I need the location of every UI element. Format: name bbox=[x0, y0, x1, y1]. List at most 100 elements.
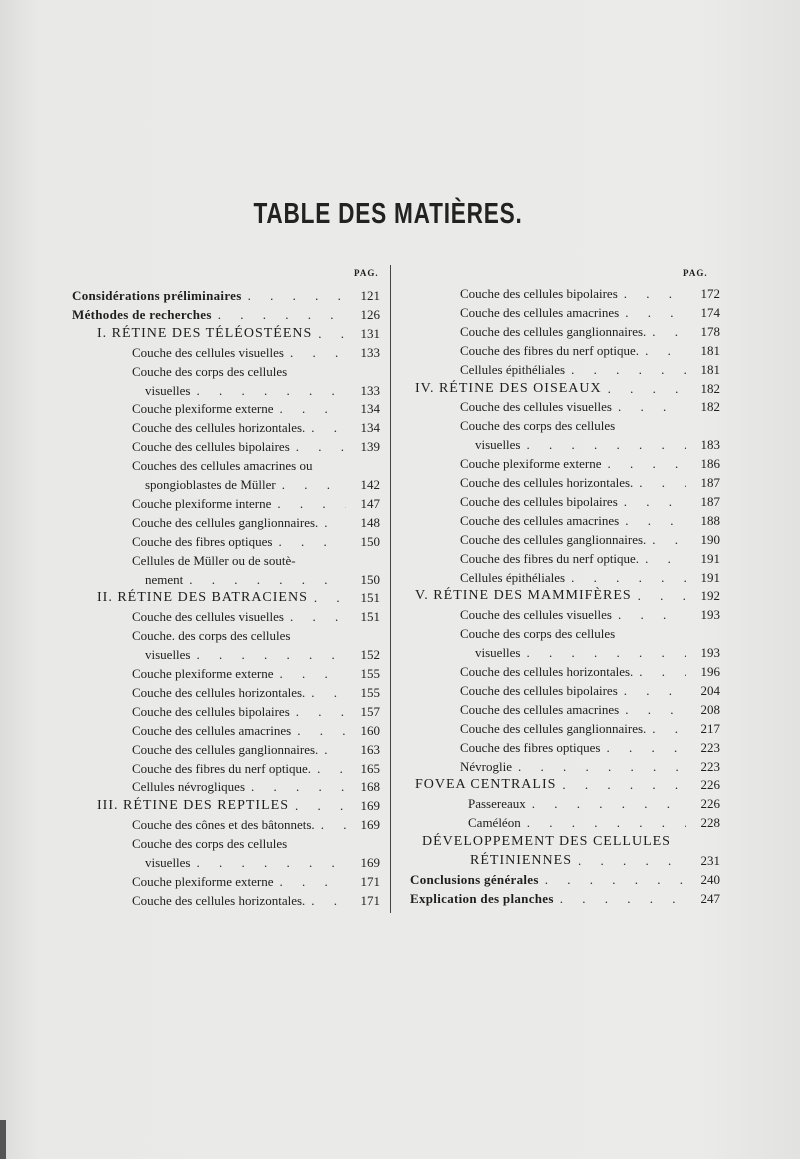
toc-entry-page: 190 bbox=[700, 531, 721, 547]
dot-leader bbox=[287, 834, 346, 853]
toc-entry-title: Caméléon bbox=[468, 815, 521, 831]
page-column-label-right: PAG. bbox=[683, 268, 708, 278]
toc-entry: Couche des cellules ganglionnaires. 217 bbox=[460, 719, 720, 738]
dot-leader bbox=[291, 721, 346, 740]
toc-entry-page: 247 bbox=[700, 890, 721, 906]
toc-entry: spongioblastes de Müller 142 bbox=[145, 475, 380, 494]
dot-leader bbox=[521, 435, 687, 454]
dot-leader bbox=[554, 889, 686, 908]
toc-entry: Caméléon 228 bbox=[468, 813, 720, 832]
dot-leader bbox=[565, 360, 686, 379]
toc-entry: Cellules épithéliales 181 bbox=[460, 360, 720, 379]
toc-entry: Névroglie 223 bbox=[460, 757, 720, 776]
toc-entry-title: Cellules épithéliales bbox=[460, 569, 566, 585]
toc-entry-title: Couche des cellules amacrines bbox=[132, 722, 292, 738]
toc-entry-title: Couche plexiforme externe bbox=[132, 401, 274, 417]
dot-leader bbox=[290, 626, 346, 645]
toc-entry: Couche des cellules bipolaires 187 bbox=[460, 492, 720, 511]
toc-entry-title: Couches des cellules amacrines ou bbox=[132, 458, 313, 474]
toc-entry-title: Couche des cellules visuelles bbox=[460, 399, 612, 415]
toc-entry-title: DÉVELOPPEMENT DES CELLULES bbox=[422, 834, 671, 850]
dot-leader bbox=[646, 530, 686, 549]
toc-entry-page: 192 bbox=[700, 588, 721, 604]
toc-entry-page: 178 bbox=[700, 323, 721, 339]
toc-entry: Couche des cellules ganglionnaires. 178 bbox=[460, 322, 720, 341]
toc-entry: Couche des cellules visuelles 133 bbox=[132, 343, 380, 362]
toc-entry: III. RÉTINE DES REPTILES 169 bbox=[97, 796, 380, 815]
toc-entry: Couche des cellules visuelles 182 bbox=[460, 397, 720, 416]
toc-entry-title: Couche des cellules horizontales. bbox=[132, 892, 306, 908]
toc-entry-page: 191 bbox=[700, 569, 721, 585]
toc-entry-page: 147 bbox=[360, 495, 381, 511]
toc-entry-title: Couche plexiforme externe bbox=[132, 666, 274, 681]
toc-entry-title: Couche des fibres du nerf optique. bbox=[132, 760, 312, 776]
toc-entry-page: 157 bbox=[360, 703, 381, 719]
toc-entry-page: 151 bbox=[360, 609, 381, 625]
toc-entry: Couche plexiforme externe 171 bbox=[132, 872, 380, 891]
toc-entry: Couche des cellules amacrines 174 bbox=[460, 303, 720, 322]
toc-entry: IV. RÉTINE DES OISEAUX 182 bbox=[415, 379, 720, 398]
dot-leader bbox=[619, 303, 686, 322]
toc-entry-page: 150 bbox=[360, 533, 381, 549]
toc-entry-title: Couche des cellules ganglionnaires. bbox=[460, 720, 647, 736]
dot-leader bbox=[296, 551, 346, 570]
toc-entry-page: 133 bbox=[360, 382, 381, 398]
toc-entry-page: 208 bbox=[700, 701, 721, 717]
toc-entry-page: 151 bbox=[360, 590, 381, 606]
toc-entry-page: 240 bbox=[700, 871, 721, 887]
toc-entry-title: IV. RÉTINE DES OISEAUX bbox=[415, 380, 602, 396]
toc-entry-title: Couche des cellules visuelles bbox=[132, 344, 284, 360]
toc-entry: Cellules de Müller ou de soutè- bbox=[132, 551, 380, 570]
toc-entry-page: 133 bbox=[360, 344, 381, 360]
dot-leader bbox=[619, 700, 686, 719]
toc-entry-title: Couche des cellules ganglionnaires. bbox=[460, 531, 647, 547]
page-title: TABLE DES MATIÈRES. bbox=[253, 198, 523, 230]
toc-entry-page: 121 bbox=[360, 288, 381, 303]
toc-entry: Couche des cellules ganglionnaires. 148 bbox=[132, 513, 380, 532]
toc-entry: Couche plexiforme externe 134 bbox=[132, 399, 380, 418]
toc-entry-page: 204 bbox=[700, 682, 721, 698]
toc-entry: Couche des cellules horizontales. 171 bbox=[132, 891, 380, 910]
dot-leader bbox=[618, 284, 686, 303]
toc-entry: Cellules névrogliques 168 bbox=[132, 777, 380, 796]
dot-leader bbox=[305, 683, 346, 702]
toc-entry: Couche des cellules bipolaires 139 bbox=[132, 437, 380, 456]
dot-leader bbox=[284, 607, 346, 626]
toc-entry-title: nement bbox=[145, 571, 184, 587]
dot-leader bbox=[183, 570, 346, 589]
toc-entry-page bbox=[686, 416, 720, 435]
dot-leader bbox=[646, 322, 686, 341]
toc-entry: Couche des cellules horizontales. 155 bbox=[132, 683, 380, 702]
toc-entry-title: Couche des cellules horizontales. bbox=[132, 684, 306, 700]
toc-entry: Couche des cellules horizontales. 196 bbox=[460, 662, 720, 681]
toc-entry-page bbox=[346, 456, 380, 475]
toc-entry-title: II. RÉTINE DES BATRACIENS bbox=[97, 590, 308, 606]
toc-entry: Couche des cellules visuelles 193 bbox=[460, 605, 720, 624]
toc-entry: Couche des cellules bipolaires 172 bbox=[460, 284, 720, 303]
toc-entry-page: 217 bbox=[700, 720, 721, 736]
dot-leader bbox=[274, 664, 347, 683]
dot-leader bbox=[539, 870, 686, 889]
toc-entry: II. RÉTINE DES BATRACIENS 151 bbox=[97, 588, 380, 607]
toc-entry-page: 187 bbox=[700, 493, 721, 509]
dot-leader bbox=[274, 399, 347, 418]
dot-leader bbox=[287, 362, 346, 381]
toc-entry-title: Couche des cellules bipolaires bbox=[460, 493, 618, 509]
toc-entry-title: Explication des planches bbox=[410, 890, 554, 906]
toc-entry-page: 160 bbox=[360, 722, 381, 738]
toc-entry: Couche des corps des cellules bbox=[460, 416, 720, 435]
toc-entry-page: 134 bbox=[360, 420, 381, 436]
toc-entry: Couche des fibres optiques 150 bbox=[132, 532, 380, 551]
toc-entry: Conclusions générales 240 bbox=[410, 870, 720, 889]
dot-leader bbox=[276, 475, 346, 494]
dot-leader bbox=[602, 454, 687, 473]
toc-entry-title: visuelles bbox=[145, 647, 191, 663]
dot-leader bbox=[305, 418, 346, 437]
dot-leader bbox=[565, 568, 686, 587]
toc-entry-page: 186 bbox=[700, 456, 721, 472]
toc-entry-page: 150 bbox=[360, 571, 381, 587]
toc-entry-title: Couche des corps des cellules bbox=[460, 626, 616, 642]
toc-entry-page bbox=[346, 551, 380, 570]
toc-entry-title: Considérations préliminaires bbox=[72, 288, 242, 303]
dot-leader bbox=[315, 815, 346, 834]
